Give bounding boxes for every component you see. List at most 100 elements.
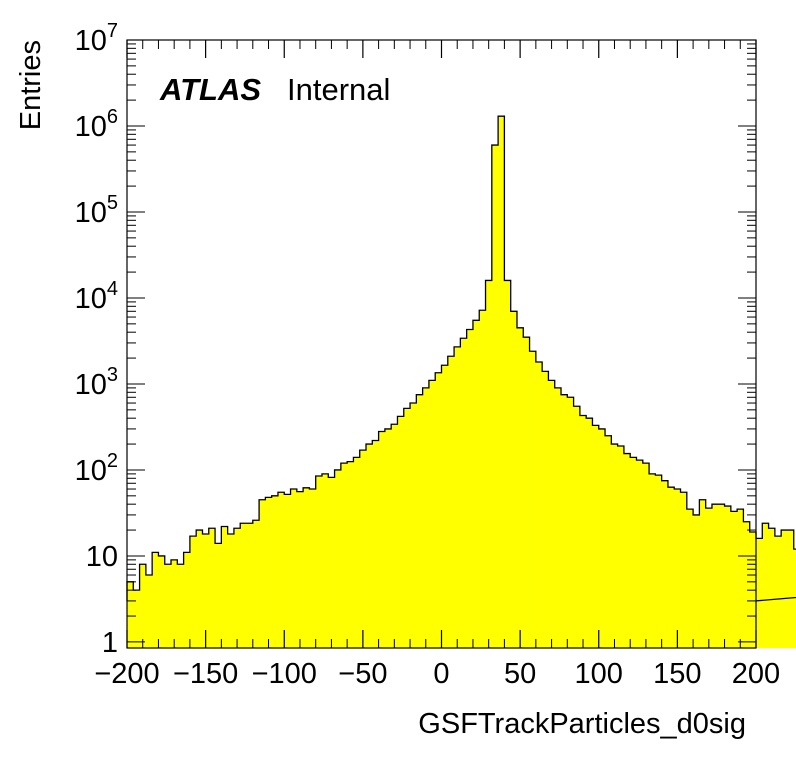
- x-tick-label: 0: [433, 658, 449, 690]
- histogram-bar: [428, 380, 436, 648]
- x-tick-label: −100: [252, 658, 317, 690]
- histogram-bar: [554, 387, 562, 648]
- histogram-bar: [227, 533, 235, 648]
- histogram-bar: [240, 523, 247, 648]
- histogram-bar: [592, 425, 600, 648]
- histogram-bar: [208, 528, 216, 648]
- histogram-bar: [491, 145, 499, 648]
- histogram-bar: [410, 403, 417, 648]
- histogram-bar: [586, 418, 593, 648]
- histogram-bar: [730, 511, 738, 648]
- histogram-bar: [466, 329, 474, 648]
- histogram-bar: [221, 526, 228, 648]
- histogram-bar: [284, 494, 291, 648]
- y-tick-label: 10: [86, 541, 118, 573]
- histogram-bar: [667, 487, 675, 648]
- histogram-bar: [145, 575, 153, 648]
- histogram-bar: [642, 463, 650, 648]
- histogram-bar: [472, 320, 480, 648]
- x-tick-label: 200: [732, 658, 780, 690]
- x-axis-title: GSFTrackParticles_d0sig: [418, 708, 746, 740]
- histogram-bar: [649, 473, 656, 648]
- histogram-bar: [403, 408, 411, 648]
- histogram-bar: [718, 504, 725, 648]
- histogram-bar: [277, 492, 285, 648]
- histogram-bar: [573, 406, 581, 648]
- histogram-bar: [762, 523, 769, 648]
- y-tick-label: 102: [75, 450, 118, 487]
- histogram-bar: [328, 477, 335, 648]
- histogram-bar: [661, 480, 669, 648]
- histogram-bar: [504, 280, 511, 648]
- histogram-bar: [139, 564, 147, 648]
- histogram-bar: [516, 327, 524, 648]
- histogram-bar: [416, 394, 423, 648]
- histogram-bar: [680, 492, 688, 648]
- histogram-bar: [303, 487, 310, 648]
- histogram-bar: [259, 499, 266, 648]
- histogram-bar: [372, 440, 379, 648]
- histogram-bar: [567, 397, 574, 648]
- histogram-bar: [309, 489, 316, 648]
- histogram-bar: [202, 533, 210, 648]
- histogram-bar: [454, 346, 461, 648]
- histogram-bar: [686, 509, 694, 648]
- x-tick-label: 100: [575, 658, 623, 690]
- histogram-bar: [391, 424, 398, 648]
- histogram-bar: [793, 549, 796, 648]
- histogram-bar: [196, 530, 203, 648]
- histogram-bars: [126, 115, 796, 649]
- histogram-bar: [334, 469, 342, 648]
- histogram-bar: [447, 356, 455, 648]
- histogram-bar: [774, 536, 782, 648]
- histogram-bar: [535, 362, 543, 648]
- histogram-bar: [693, 514, 700, 648]
- histogram-bar: [787, 530, 795, 648]
- histogram-bar: [743, 521, 751, 648]
- histogram-bar: [384, 428, 392, 648]
- histogram-bar: [523, 337, 530, 648]
- histogram-bar: [252, 520, 260, 648]
- x-tick-label: −50: [338, 658, 387, 690]
- histogram-bar: [177, 564, 184, 648]
- histogram-outline: [126, 115, 796, 602]
- histogram-bar: [296, 491, 304, 648]
- histogram-bar: [158, 555, 166, 648]
- histogram-bar: [271, 495, 279, 648]
- histogram-bar: [579, 415, 587, 648]
- histogram-bar: [347, 461, 354, 648]
- histogram-bar: [699, 499, 706, 648]
- histogram-bar: [422, 387, 430, 648]
- histogram-bar: [529, 351, 537, 648]
- histogram-bar: [366, 444, 373, 648]
- histogram-bar: [189, 536, 197, 648]
- histogram-bar: [630, 457, 637, 648]
- histogram-bar: [265, 497, 272, 648]
- histogram-bar: [152, 552, 159, 648]
- y-tick-label: 103: [75, 364, 118, 401]
- histogram-bar: [548, 380, 556, 648]
- histogram-bar: [164, 564, 172, 648]
- x-tick-label: −200: [94, 658, 159, 690]
- histogram-bar: [781, 530, 788, 648]
- histogram-bar: [655, 475, 662, 648]
- histogram-bar: [460, 338, 467, 648]
- histogram-bar: [485, 280, 493, 648]
- histogram-bar: [133, 590, 140, 648]
- histogram-bar: [233, 528, 241, 648]
- histogram-bar: [321, 473, 329, 648]
- histogram-bar: [705, 508, 713, 648]
- x-tick-label: −150: [173, 658, 238, 690]
- histogram-bar: [340, 463, 348, 648]
- histogram-bar: [711, 504, 719, 648]
- histogram-bar: [215, 543, 222, 648]
- histogram-bar: [542, 371, 549, 648]
- histogram-bar: [498, 116, 505, 649]
- axis-ticks: [126, 39, 757, 648]
- histogram-bar: [378, 431, 386, 648]
- histogram-bar: [397, 416, 405, 648]
- histogram-bar: [605, 435, 612, 648]
- histogram-bar: [510, 311, 518, 648]
- histogram-bar: [353, 457, 361, 648]
